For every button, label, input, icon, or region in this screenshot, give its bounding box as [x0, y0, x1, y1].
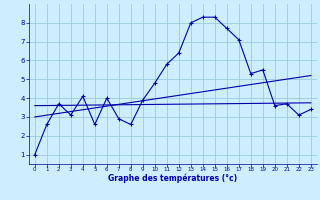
X-axis label: Graphe des températures (°c): Graphe des températures (°c)	[108, 174, 237, 183]
